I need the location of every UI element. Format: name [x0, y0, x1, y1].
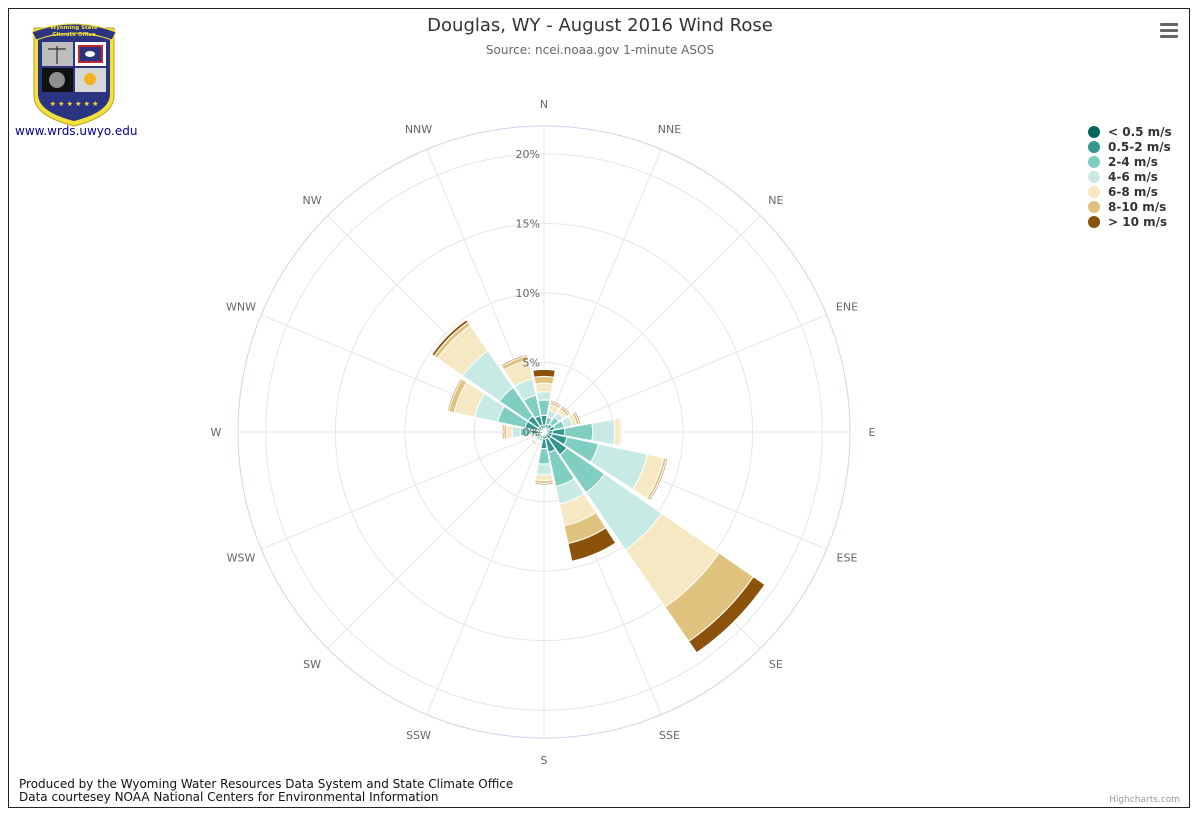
- highcharts-credit[interactable]: Highcharts.com: [1109, 795, 1180, 805]
- wedge-w-series-6[interactable]: [501, 423, 505, 441]
- grid-spoke: [543, 215, 761, 433]
- direction-label-s: S: [541, 754, 548, 767]
- direction-label-se: SE: [769, 658, 783, 671]
- legend-swatch: [1088, 140, 1100, 153]
- wedge-se-series-6[interactable]: [688, 576, 766, 654]
- footer-credits: Produced by the Wyoming Water Resources …: [19, 778, 513, 804]
- legend-swatch: [1088, 185, 1100, 198]
- wedge-s-series-4[interactable]: [534, 473, 554, 482]
- radial-tick-label: 5%: [523, 356, 540, 369]
- wedge-e-series-3[interactable]: [591, 418, 616, 446]
- legend-item-3[interactable]: 4-6 m/s: [1088, 169, 1172, 184]
- direction-label-ese: ESE: [837, 552, 858, 565]
- wedge-ese-series-6[interactable]: [648, 457, 669, 502]
- legend-label: > 10 m/s: [1108, 214, 1168, 229]
- legend-item-1[interactable]: 0.5-2 m/s: [1088, 139, 1172, 154]
- legend-item-4[interactable]: 6-8 m/s: [1088, 184, 1172, 199]
- legend-label: 8-10 m/s: [1108, 199, 1167, 214]
- axis-labels: 0% 5% 10% 15% 20% N NNE NE ENE E ESE SE SSE S SSW SW WSW…: [211, 98, 876, 767]
- legend-item-0[interactable]: < 0.5 m/s: [1088, 124, 1172, 139]
- direction-label-sw: SW: [303, 658, 321, 671]
- direction-label-nw: NW: [303, 194, 322, 207]
- chart-legend: < 0.5 m/s 0.5-2 m/s 2-4 m/s 4-6 m/s 6-8 m/s 8…: [1088, 124, 1172, 229]
- svg-text:★ ★ ★ ★ ★ ★: ★ ★ ★ ★ ★ ★: [50, 100, 99, 108]
- direction-label-sse: SSE: [659, 729, 680, 742]
- legend-swatch: [1088, 170, 1100, 183]
- legend-label: 4-6 m/s: [1108, 169, 1158, 184]
- wedge-n-series-6[interactable]: [532, 368, 556, 378]
- radial-tick-label: 15%: [516, 217, 540, 230]
- wedge-s-series-3[interactable]: [535, 462, 553, 476]
- radial-tick-label: 20%: [516, 148, 540, 161]
- direction-label-n: N: [540, 98, 548, 111]
- footer-line-2: Data courtesey NOAA National Centers for…: [19, 790, 439, 804]
- chart-menu-button[interactable]: [1158, 20, 1180, 42]
- direction-label-wsw: WSW: [227, 552, 256, 565]
- wedge-sse-series-6[interactable]: [567, 527, 617, 562]
- chart-subtitle: Source: ncei.noaa.gov 1-minute ASOS: [485, 43, 715, 57]
- climate-office-logo: Wyoming State Climate Office ★ ★ ★ ★ ★ ★: [31, 23, 117, 127]
- chart-title: Douglas, WY - August 2016 Wind Rose: [427, 15, 773, 36]
- grid-spoke: [543, 149, 662, 433]
- direction-label-ene: ENE: [836, 301, 858, 314]
- legend-label: 0.5-2 m/s: [1108, 139, 1171, 154]
- legend-swatch: [1088, 215, 1100, 228]
- website-link[interactable]: www.wrds.uwyo.edu: [15, 124, 138, 138]
- direction-label-w: W: [211, 426, 222, 439]
- wedge-wnw-series-6[interactable]: [446, 377, 463, 413]
- wedge-s-series-6[interactable]: [533, 482, 555, 486]
- wedge-w-series-3[interactable]: [511, 425, 522, 439]
- legend-item-6[interactable]: > 10 m/s: [1088, 214, 1172, 229]
- legend-label: 2-4 m/s: [1108, 154, 1158, 169]
- wedge-w-series-4[interactable]: [505, 424, 514, 440]
- legend-swatch: [1088, 155, 1100, 168]
- radial-tick-label: 10%: [516, 287, 540, 300]
- wedge-sw-series-6[interactable]: [530, 439, 537, 446]
- direction-label-ssw: SSW: [406, 729, 431, 742]
- wind-rose-bars: [431, 319, 766, 654]
- svg-text:Climate Office: Climate Office: [52, 32, 96, 38]
- wedge-n-series-3[interactable]: [536, 391, 552, 402]
- legend-label: < 0.5 m/s: [1108, 124, 1172, 139]
- chart-border: [8, 8, 1190, 808]
- direction-label-nne: NNE: [658, 123, 681, 136]
- direction-label-e: E: [869, 426, 876, 439]
- hamburger-icon: [1160, 23, 1178, 26]
- wedge-n-series-5[interactable]: [533, 375, 555, 385]
- footer-line-1: Produced by the Wyoming Water Resources …: [19, 777, 514, 791]
- direction-label-nnw: NNW: [405, 123, 432, 136]
- grid-spoke: [426, 431, 545, 715]
- wedge-nne-series-6[interactable]: [549, 400, 563, 407]
- grid-spoke: [261, 431, 545, 550]
- wedge-e-series-5[interactable]: [618, 417, 623, 447]
- legend-label: 6-8 m/s: [1108, 184, 1158, 199]
- wedge-n-series-4[interactable]: [534, 382, 554, 393]
- direction-label-wnw: WNW: [226, 301, 256, 314]
- wedge-nw-series-6[interactable]: [431, 319, 469, 357]
- legend-item-2[interactable]: 2-4 m/s: [1088, 154, 1172, 169]
- wedge-nnw-series-6[interactable]: [500, 353, 529, 368]
- grid-spoke: [543, 314, 827, 433]
- grid-spoke: [327, 431, 545, 649]
- wedge-ene-series-6[interactable]: [573, 410, 582, 425]
- legend-item-5[interactable]: 8-10 m/s: [1088, 199, 1172, 214]
- svg-text:Wyoming State: Wyoming State: [50, 25, 98, 31]
- legend-swatch: [1088, 200, 1100, 213]
- direction-label-ne: NE: [768, 194, 783, 207]
- legend-swatch: [1088, 125, 1100, 138]
- wedge-ne-series-6[interactable]: [560, 404, 572, 416]
- polar-grid: [237, 125, 851, 739]
- radial-tick-label: 0%: [523, 426, 540, 439]
